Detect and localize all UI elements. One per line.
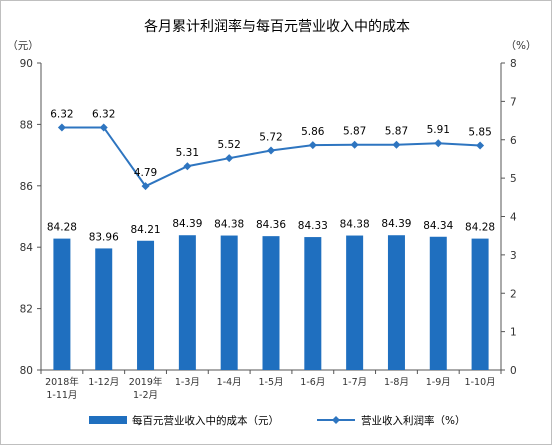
right-axis-tick-label: 3 xyxy=(510,250,517,262)
line-data-label: 5.52 xyxy=(217,139,240,151)
legend-line-marker xyxy=(332,416,340,424)
bar xyxy=(137,240,155,370)
line-data-label: 5.72 xyxy=(259,131,282,143)
bar xyxy=(95,248,113,370)
bar xyxy=(220,235,238,370)
left-axis-tick-label: 84 xyxy=(20,242,34,254)
left-axis-tick-label: 86 xyxy=(20,181,34,193)
line-data-label: 6.32 xyxy=(92,108,115,120)
left-axis-tick-label: 80 xyxy=(20,365,33,377)
right-axis-tick-label: 7 xyxy=(510,96,517,108)
bar xyxy=(471,238,489,370)
line-marker xyxy=(225,154,234,163)
left-axis-unit: （元） xyxy=(7,40,39,52)
bar-data-label: 84.36 xyxy=(256,219,286,231)
legend: 每百元营业收入中的成本（元） 营业收入利润率（%） xyxy=(89,414,465,427)
x-axis-tick-label: 1-7月 xyxy=(342,377,367,388)
bar-data-label: 84.39 xyxy=(381,218,411,230)
x-axis-tick-label: 1-11月 xyxy=(46,390,77,401)
right-axis-tick-label: 1 xyxy=(510,327,517,339)
line-marker xyxy=(434,139,443,148)
line-data-label: 5.31 xyxy=(176,147,199,159)
left-axis-tick-label: 82 xyxy=(20,304,33,316)
x-axis-tick-label: 1-12月 xyxy=(88,377,119,388)
line-data-label: 6.32 xyxy=(50,108,73,120)
right-axis-tick-label: 6 xyxy=(510,135,517,147)
x-axis-tick-label: 1-3月 xyxy=(175,377,200,388)
x-axis-tick-label: 1-9月 xyxy=(426,377,451,388)
legend-bar-label: 每百元营业收入中的成本（元） xyxy=(132,414,279,427)
line-data-label: 5.87 xyxy=(343,126,366,138)
x-axis-tick-label: 1-6月 xyxy=(300,377,325,388)
right-axis-tick-label: 0 xyxy=(510,365,517,377)
chart-title: 各月累计利润率与每百元营业收入中的成本 xyxy=(144,18,410,35)
bar xyxy=(178,235,196,370)
bar-data-label: 84.38 xyxy=(214,219,244,231)
right-axis-tick-label: 8 xyxy=(510,58,517,70)
x-axis-tick-label: 2019年 xyxy=(129,376,163,388)
bar-data-label: 83.96 xyxy=(89,231,119,243)
line-marker xyxy=(308,141,317,150)
bar-data-label: 84.21 xyxy=(131,224,161,236)
bar-data-label: 84.39 xyxy=(172,218,202,230)
line-marker xyxy=(183,162,192,171)
line-marker xyxy=(392,140,401,149)
plot-area: 80 82 84 86 88 90 0 1 2 3 4 5 6 7 8 2018年 1-11月 1-12月 2019… xyxy=(20,58,517,401)
line-marker xyxy=(476,141,485,150)
line-marker xyxy=(57,123,66,132)
left-axis-tick-label: 88 xyxy=(20,119,33,131)
bar xyxy=(429,236,447,370)
right-axis-unit: （%） xyxy=(506,40,537,52)
bar-data-label: 84.33 xyxy=(298,220,328,232)
left-axis-tick-label: 90 xyxy=(20,58,33,70)
x-axis-tick-label: 1-4月 xyxy=(217,377,242,388)
bar-data-label: 84.28 xyxy=(47,222,77,234)
x-axis-tick-label: 1-5月 xyxy=(258,377,283,388)
bar xyxy=(387,235,405,370)
line-data-label: 5.85 xyxy=(468,127,491,139)
legend-line-label: 营业收入利润率（%） xyxy=(361,414,465,427)
right-axis-tick-label: 5 xyxy=(510,173,517,185)
x-axis-tick-label: 1-10月 xyxy=(465,377,496,388)
x-axis-tick-label: 2018年 xyxy=(45,376,79,388)
bar xyxy=(346,235,364,370)
right-axis-tick-label: 2 xyxy=(510,288,517,300)
line-data-label: 5.86 xyxy=(301,126,325,138)
line-data-label: 5.87 xyxy=(385,126,408,138)
bar xyxy=(53,238,71,370)
line-data-label: 4.79 xyxy=(134,167,157,179)
line-data-label: 5.91 xyxy=(427,124,450,136)
line-marker xyxy=(267,146,275,155)
bar-data-label: 84.34 xyxy=(423,220,453,232)
bar-data-label: 84.38 xyxy=(340,219,370,231)
legend-bar-swatch xyxy=(89,416,127,424)
line-marker xyxy=(141,182,150,191)
line-marker xyxy=(350,140,359,149)
right-axis-tick-label: 4 xyxy=(510,212,517,224)
bar-data-label: 84.28 xyxy=(465,222,495,234)
x-axis-tick-label: 1-8月 xyxy=(384,377,409,388)
line-marker xyxy=(99,123,108,132)
bar xyxy=(262,236,280,370)
bar xyxy=(304,237,322,370)
x-axis-tick-label: 1-2月 xyxy=(133,390,158,401)
